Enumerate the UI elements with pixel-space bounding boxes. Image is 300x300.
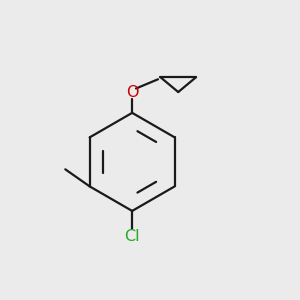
Text: O: O bbox=[126, 85, 138, 100]
Text: Cl: Cl bbox=[124, 229, 140, 244]
